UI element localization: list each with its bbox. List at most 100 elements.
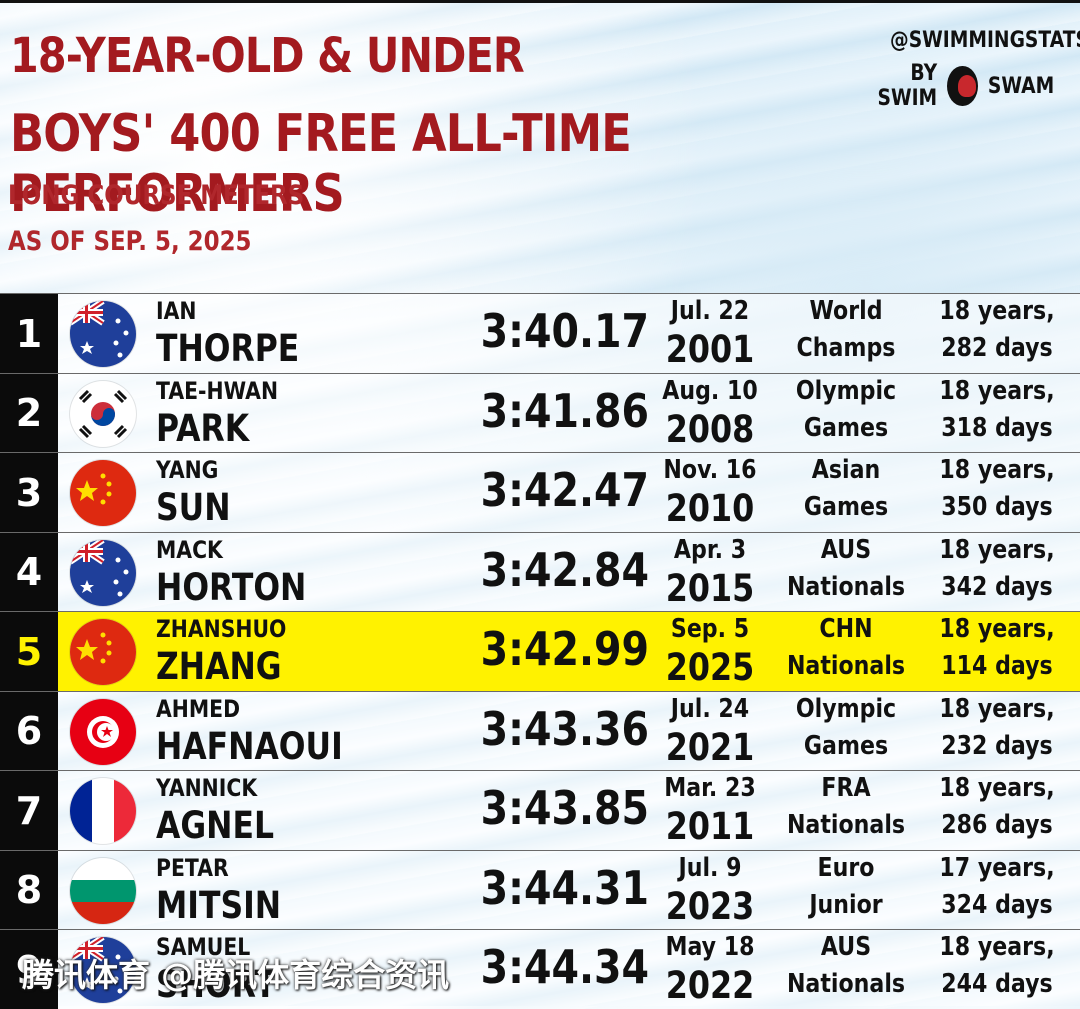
- table-row: 4 MACK HORTON 3:42.84 Apr. 3 2015 AUS Nationals…: [0, 531, 1080, 612]
- meet-line-2: Games: [803, 492, 889, 522]
- age-years: 18 years,: [939, 614, 1055, 644]
- rank-number: 5: [0, 612, 58, 691]
- age-days: 324 days: [941, 889, 1053, 920]
- brand-block: @SWIMMINGSTATS BY SWIM SWAM: [860, 28, 1080, 111]
- swim-time: 3:42.47: [480, 463, 650, 517]
- table-row: 8 PETAR MITSIN 3:44.31 Jul. 9 2023 Euro Junior 1…: [0, 849, 1080, 930]
- table-row: 6 AHMED HAFNAOUI 3:43.36 Jul. 24 2021 Olympic G…: [0, 690, 1080, 771]
- swim-time: 3:43.36: [480, 701, 650, 756]
- swim-time: 3:43.85: [480, 781, 650, 835]
- swim-year: 2021: [665, 725, 755, 769]
- first-name: ZHANSHUO: [156, 615, 287, 643]
- swim-time: 3:42.99: [480, 622, 650, 676]
- rank-number: 8: [0, 850, 58, 930]
- meet-line-1: FRA: [821, 773, 871, 803]
- swim-date: Jul. 9: [678, 852, 742, 883]
- swim-date: Nov. 16: [663, 455, 757, 485]
- swim-year: 2015: [665, 566, 755, 610]
- age-days: 286 days: [941, 810, 1053, 840]
- first-name: YANNICK: [156, 774, 258, 802]
- swim-time: 3:44.34: [480, 940, 650, 994]
- age-years: 18 years,: [939, 375, 1055, 406]
- subtitle-course: LONG COURSE METERS: [8, 180, 305, 211]
- age-years: 17 years,: [939, 852, 1055, 883]
- last-name: AGNEL: [156, 804, 275, 847]
- age-years: 18 years,: [939, 455, 1055, 485]
- swim-year: 2022: [665, 964, 755, 1007]
- rank-number: 9: [0, 930, 58, 1009]
- brand-by: BY SWIM: [877, 61, 938, 111]
- first-name: MACK: [156, 535, 223, 564]
- brand-name: SWAM: [987, 73, 1055, 99]
- title-line-1: 18-YEAR-OLD & UNDER: [10, 28, 525, 84]
- last-name: SUN: [156, 486, 231, 529]
- last-name: PARK: [156, 406, 250, 450]
- swim-year: 2025: [665, 646, 755, 689]
- age-years: 18 years,: [939, 773, 1055, 803]
- table-row: 5 ZHANSHUO ZHANG 3:42.99 Sep. 5 2025 CHN Nation…: [0, 611, 1080, 691]
- first-name: IAN: [156, 297, 197, 325]
- top-border: [0, 0, 1080, 3]
- china-flag-icon: [70, 619, 136, 685]
- swim-date: Jul. 22: [670, 296, 750, 326]
- rank-number: 6: [0, 691, 58, 771]
- title-line-2: BOYS' 400 FREE ALL-TIME PERFORMERS: [10, 104, 632, 224]
- brand-handle: @SWIMMINGSTATS: [890, 28, 1080, 53]
- age-days: 232 days: [941, 730, 1053, 761]
- swim-year: 2001: [665, 328, 755, 371]
- age-days: 244 days: [941, 969, 1053, 999]
- swim-year: 2008: [665, 407, 755, 451]
- china-flag-icon: [70, 460, 136, 526]
- swim-year: 2011: [665, 805, 755, 848]
- meet-line-2: Junior: [809, 889, 883, 920]
- meet-line-1: CHN: [819, 614, 873, 644]
- meet-line-1: Euro: [817, 852, 875, 883]
- last-name: HAFNAOUI: [156, 724, 343, 768]
- meet-line-2: Champs: [796, 333, 896, 363]
- swim-date: Apr. 3: [673, 534, 747, 565]
- age-days: 318 days: [941, 412, 1053, 443]
- swim-date: May 18: [665, 932, 755, 962]
- last-name: THORPE: [156, 327, 300, 370]
- first-name: AHMED: [156, 694, 241, 723]
- swim-time: 3:42.84: [480, 542, 650, 597]
- subtitle-date: AS OF SEP. 5, 2025: [8, 226, 252, 257]
- last-name: ZHANG: [156, 645, 282, 688]
- meet-line-2: Nationals: [786, 571, 906, 602]
- age-days: 282 days: [941, 333, 1053, 363]
- rank-number: 3: [0, 453, 58, 532]
- table-row: 3 YANG SUN 3:42.47 Nov. 16 2010 Asian Games 18 y…: [0, 452, 1080, 532]
- australia-flag-icon: [70, 301, 136, 367]
- swim-time: 3:40.17: [480, 304, 650, 358]
- table-row: 9 SAMUEL SHORT 3:44.34 May 18 2022 AUS National…: [0, 929, 1080, 1009]
- rank-number: 4: [0, 532, 58, 612]
- first-name: SAMUEL: [156, 933, 251, 961]
- age-years: 18 years,: [939, 693, 1055, 724]
- swim-time: 3:44.31: [480, 860, 650, 915]
- age-years: 18 years,: [939, 534, 1055, 565]
- first-name: TAE-HWAN: [156, 376, 279, 405]
- table-row: 1 IAN THORPE 3:40.17 Jul. 22 2001 World Champs 1…: [0, 293, 1080, 373]
- meet-line-1: World: [809, 296, 883, 326]
- meet-line-1: Olympic: [795, 693, 897, 724]
- age-years: 18 years,: [939, 296, 1055, 326]
- swim-date: Mar. 23: [664, 773, 756, 803]
- last-name: SHORT: [156, 963, 276, 1006]
- korea-flag-icon: [70, 380, 136, 447]
- meet-line-1: Asian: [811, 455, 881, 485]
- swim-date: Aug. 10: [662, 375, 758, 406]
- meet-line-1: Olympic: [795, 375, 897, 406]
- swim-time: 3:41.86: [480, 383, 650, 438]
- last-name: HORTON: [156, 565, 307, 609]
- swim-date: Jul. 24: [670, 693, 750, 724]
- swim-date: Sep. 5: [670, 614, 750, 644]
- rank-number: 2: [0, 373, 58, 453]
- rank-number: 1: [0, 294, 58, 373]
- age-days: 342 days: [941, 571, 1053, 602]
- france-flag-icon: [70, 778, 136, 844]
- watermark: 腾讯体育 @腾讯体育综合资讯: [22, 956, 450, 994]
- swimswam-logo-icon: [947, 66, 978, 106]
- first-name: PETAR: [156, 853, 229, 882]
- meet-line-2: Nationals: [786, 969, 906, 999]
- bulgaria-flag-icon: [70, 857, 136, 924]
